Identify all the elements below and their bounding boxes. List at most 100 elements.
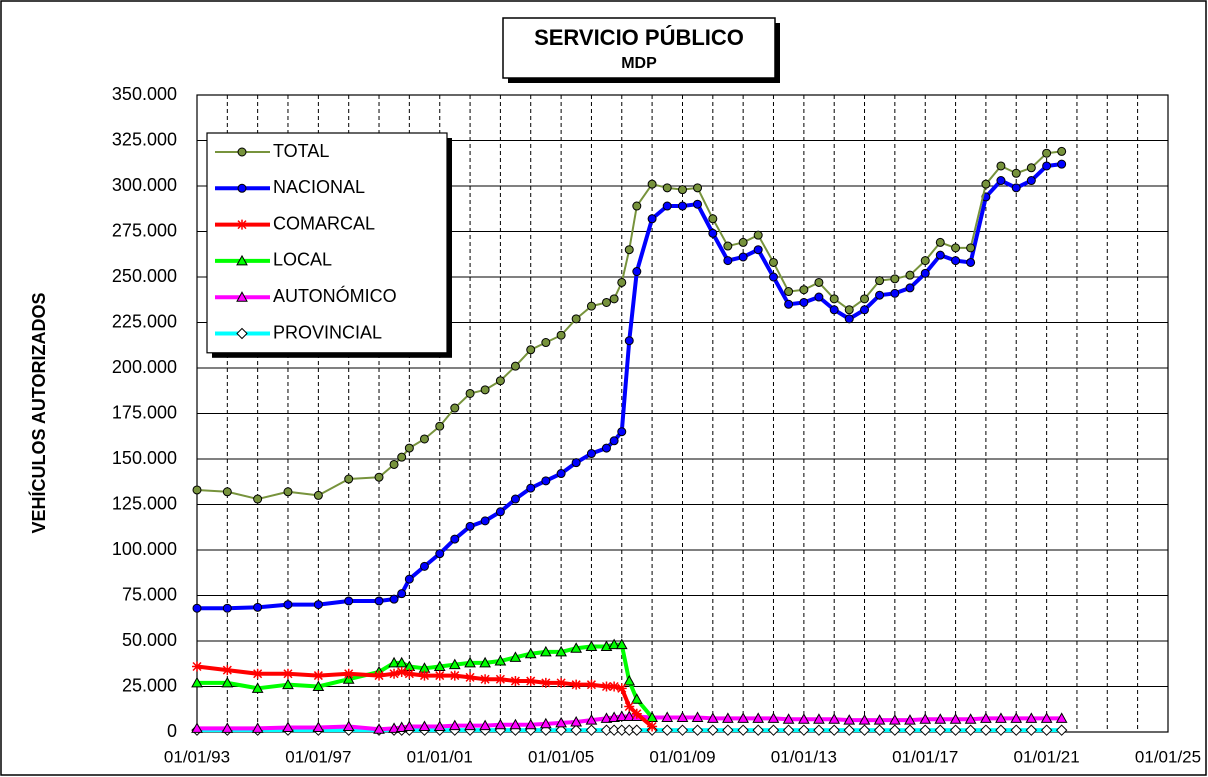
legend-label: TOTAL (273, 141, 329, 161)
point (676, 711, 689, 722)
point (996, 176, 1006, 186)
point (509, 718, 522, 730)
point (678, 201, 687, 211)
point (617, 277, 627, 287)
point (539, 717, 552, 729)
x-tick-label: 01/01/17 (892, 747, 958, 766)
point (448, 658, 461, 670)
point (1057, 146, 1067, 156)
point (752, 724, 764, 736)
point (479, 656, 491, 668)
point (890, 288, 900, 298)
point (419, 561, 429, 571)
point (495, 376, 505, 386)
point (678, 185, 687, 195)
point (920, 256, 930, 266)
point (1011, 183, 1021, 193)
point (676, 724, 689, 736)
point (571, 679, 582, 690)
point (784, 287, 794, 297)
point (858, 724, 871, 736)
point (395, 721, 408, 732)
point (222, 603, 232, 613)
point (661, 711, 674, 722)
point (397, 452, 407, 462)
point (389, 668, 400, 679)
y-tick-label: 125.000 (112, 493, 177, 513)
point (784, 299, 794, 309)
point (282, 668, 293, 679)
point (464, 656, 476, 668)
point (312, 721, 325, 732)
point (980, 712, 992, 723)
point (450, 534, 460, 544)
point (1026, 176, 1036, 186)
point (252, 668, 263, 679)
point (768, 272, 778, 282)
point (905, 283, 915, 293)
point (844, 314, 854, 324)
point (608, 724, 620, 736)
y-tick-label: 150.000 (112, 448, 177, 468)
point (966, 243, 976, 253)
point (586, 449, 596, 459)
point (525, 676, 536, 687)
point (980, 724, 992, 736)
point (632, 201, 642, 211)
point (738, 237, 748, 247)
point (397, 589, 407, 599)
point (890, 274, 900, 284)
point (646, 711, 658, 722)
point (585, 714, 598, 725)
point (1025, 724, 1038, 736)
point (396, 666, 407, 677)
point (404, 668, 415, 679)
point (647, 179, 657, 189)
point (843, 724, 855, 736)
legend-box (206, 132, 448, 354)
point (631, 708, 642, 719)
point (616, 683, 627, 694)
y-tick-label: 0 (167, 721, 177, 741)
point (799, 285, 809, 295)
point (753, 245, 763, 255)
point (934, 724, 946, 736)
point (524, 718, 537, 730)
y-tick-label: 225.000 (112, 311, 177, 331)
point (623, 710, 636, 722)
point (191, 676, 203, 688)
point (829, 305, 839, 315)
point (631, 724, 643, 736)
point (920, 268, 930, 278)
point (404, 443, 414, 453)
point (753, 230, 763, 240)
point (555, 645, 567, 657)
point (600, 712, 613, 723)
point (737, 712, 749, 723)
point (888, 714, 901, 725)
point (556, 469, 566, 479)
point (479, 719, 491, 731)
point (691, 724, 704, 736)
point (403, 720, 416, 732)
point (782, 724, 795, 736)
point (434, 670, 445, 681)
point (570, 715, 583, 727)
point (662, 201, 672, 211)
point (221, 676, 234, 688)
point (571, 458, 581, 468)
point (624, 336, 634, 346)
point (418, 720, 431, 732)
point (509, 651, 522, 662)
point (905, 270, 915, 280)
point (251, 682, 264, 693)
point (601, 297, 611, 307)
point (767, 724, 780, 736)
point (253, 494, 263, 504)
point (388, 656, 400, 668)
x-tick-label: 01/01/01 (407, 747, 473, 766)
point (1042, 148, 1052, 158)
point (449, 670, 460, 681)
point (691, 711, 704, 722)
point (799, 297, 809, 307)
